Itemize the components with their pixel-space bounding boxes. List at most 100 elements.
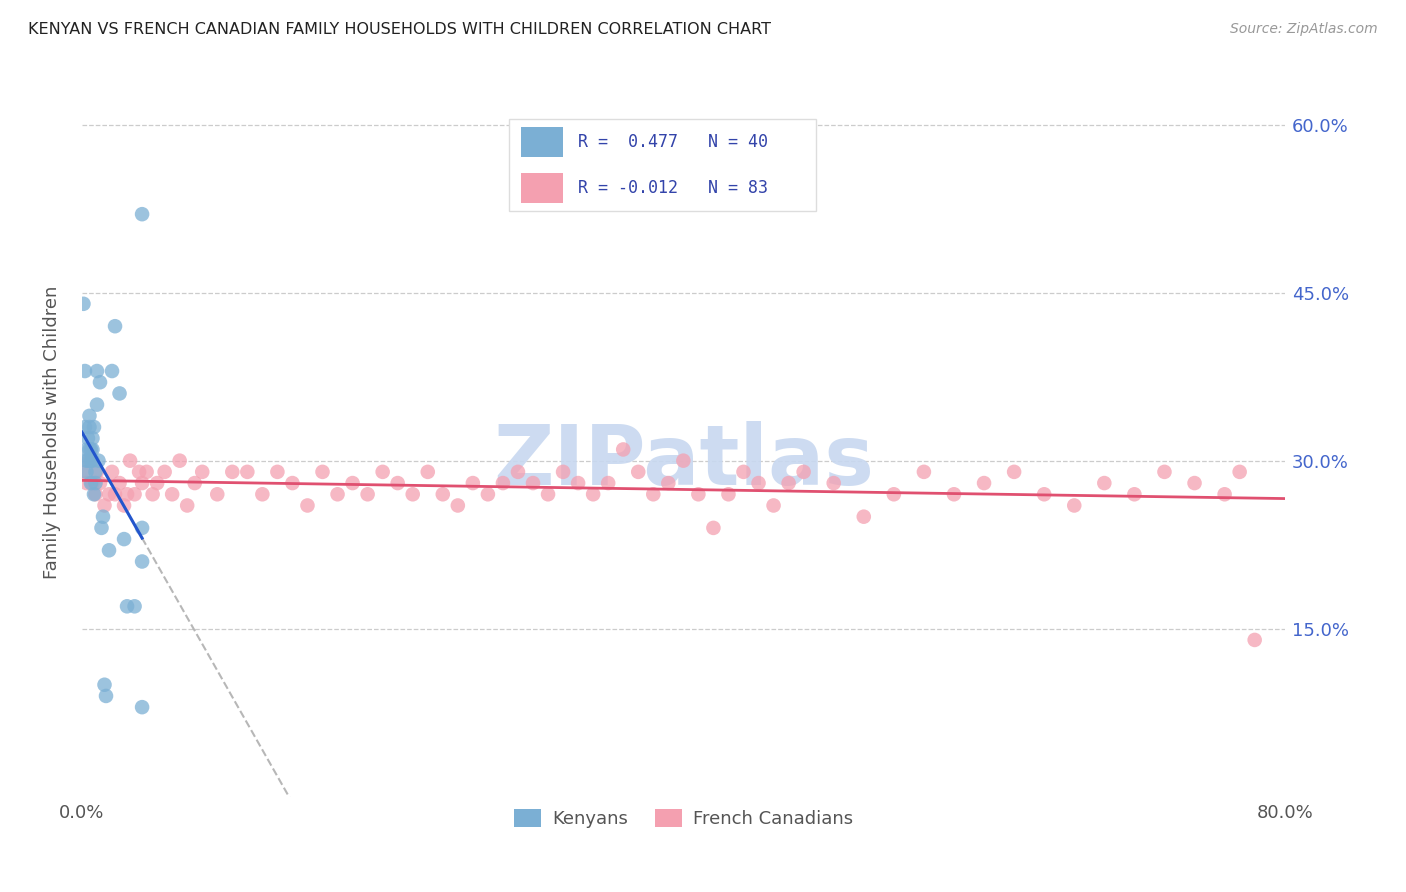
Point	[778, 476, 800, 491]
Point	[91, 509, 114, 524]
Point	[87, 453, 110, 467]
Point	[183, 476, 205, 491]
FancyBboxPatch shape	[509, 120, 815, 211]
Point	[108, 476, 131, 491]
Point	[112, 499, 135, 513]
Point	[80, 453, 103, 467]
Point	[124, 599, 146, 614]
Point	[416, 465, 439, 479]
Point	[82, 476, 104, 491]
Legend: Kenyans, French Canadians: Kenyans, French Canadians	[506, 801, 860, 835]
Point	[131, 700, 153, 714]
Point	[73, 364, 96, 378]
Point	[657, 476, 679, 491]
Point	[176, 499, 198, 513]
Point	[98, 543, 121, 558]
Point	[762, 499, 785, 513]
Point	[131, 554, 153, 568]
Point	[297, 499, 319, 513]
Point	[93, 499, 115, 513]
Point	[643, 487, 665, 501]
Point	[89, 476, 111, 491]
Point	[169, 453, 191, 467]
Point	[461, 476, 484, 491]
Point	[82, 431, 104, 445]
Point	[80, 476, 103, 491]
Point	[207, 487, 229, 501]
Point	[191, 465, 214, 479]
Point	[522, 476, 544, 491]
Point	[75, 442, 97, 457]
Point	[793, 465, 815, 479]
Point	[82, 453, 104, 467]
Point	[135, 465, 157, 479]
Point	[120, 453, 142, 467]
Point	[567, 476, 589, 491]
Text: R =  0.477   N = 40: R = 0.477 N = 40	[578, 133, 768, 151]
Point	[672, 453, 695, 467]
Text: ZIPatlas: ZIPatlas	[494, 421, 875, 502]
Point	[82, 442, 104, 457]
Point	[266, 465, 288, 479]
Point	[1243, 632, 1265, 647]
Point	[83, 487, 105, 501]
Point	[128, 465, 150, 479]
Point	[94, 689, 117, 703]
Point	[104, 487, 127, 501]
Point	[477, 487, 499, 501]
Point	[153, 465, 176, 479]
Point	[371, 465, 394, 479]
Point	[1033, 487, 1056, 501]
Point	[733, 465, 755, 479]
Text: KENYAN VS FRENCH CANADIAN FAMILY HOUSEHOLDS WITH CHILDREN CORRELATION CHART: KENYAN VS FRENCH CANADIAN FAMILY HOUSEHO…	[28, 22, 770, 37]
Point	[75, 465, 97, 479]
Point	[73, 420, 96, 434]
Point	[447, 499, 470, 513]
Point	[79, 409, 101, 423]
Point	[973, 476, 995, 491]
Point	[115, 599, 138, 614]
Point	[131, 207, 153, 221]
Point	[79, 420, 101, 434]
Point	[1184, 476, 1206, 491]
Point	[852, 509, 875, 524]
Point	[551, 465, 574, 479]
Point	[1123, 487, 1146, 501]
Point	[252, 487, 274, 501]
Point	[281, 476, 304, 491]
FancyBboxPatch shape	[522, 127, 562, 157]
Point	[86, 364, 108, 378]
Point	[883, 487, 905, 501]
Point	[84, 487, 107, 501]
Point	[912, 465, 935, 479]
Point	[537, 487, 560, 501]
Point	[1213, 487, 1236, 501]
Point	[80, 442, 103, 457]
Point	[98, 487, 121, 501]
Text: Source: ZipAtlas.com: Source: ZipAtlas.com	[1230, 22, 1378, 37]
Point	[823, 476, 845, 491]
Point	[943, 487, 966, 501]
Point	[326, 487, 349, 501]
Point	[86, 465, 108, 479]
Point	[311, 465, 333, 479]
Point	[387, 476, 409, 491]
Point	[115, 487, 138, 501]
Point	[1092, 476, 1115, 491]
Point	[356, 487, 378, 501]
Point	[598, 476, 620, 491]
Text: R = -0.012   N = 83: R = -0.012 N = 83	[578, 179, 768, 197]
Point	[89, 376, 111, 390]
Point	[1063, 499, 1085, 513]
FancyBboxPatch shape	[522, 173, 562, 203]
Point	[79, 453, 101, 467]
Point	[72, 465, 94, 479]
Point	[75, 476, 97, 491]
Point	[432, 487, 454, 501]
Point	[702, 521, 724, 535]
Point	[86, 398, 108, 412]
Point	[104, 319, 127, 334]
Point	[77, 453, 100, 467]
Point	[1229, 465, 1251, 479]
Point	[506, 465, 529, 479]
